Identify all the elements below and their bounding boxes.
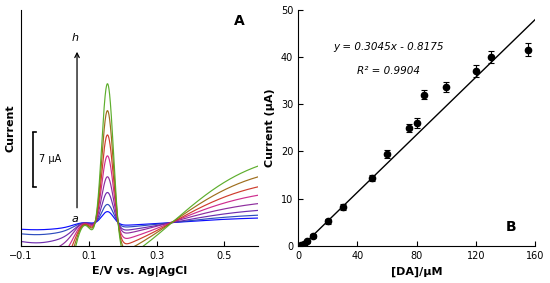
Text: R² = 0.9904: R² = 0.9904 <box>357 66 420 76</box>
Text: B: B <box>506 220 517 234</box>
Y-axis label: Current: Current <box>6 104 15 152</box>
Y-axis label: Current (μA): Current (μA) <box>265 89 275 167</box>
X-axis label: [DA]/μM: [DA]/μM <box>391 266 442 277</box>
X-axis label: E/V vs. Ag|AgCl: E/V vs. Ag|AgCl <box>92 266 188 277</box>
Text: a: a <box>72 215 79 224</box>
Text: y = 0.3045x - 0.8175: y = 0.3045x - 0.8175 <box>333 42 443 52</box>
Text: A: A <box>234 14 245 28</box>
Text: h: h <box>72 33 79 43</box>
Text: 7 μA: 7 μA <box>39 154 61 164</box>
